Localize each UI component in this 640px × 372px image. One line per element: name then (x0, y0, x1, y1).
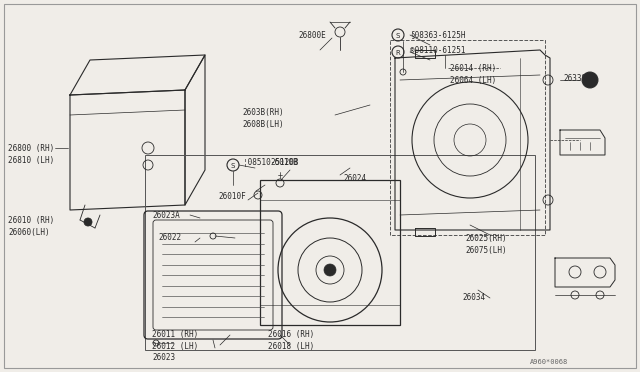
Text: 26016 (RH): 26016 (RH) (268, 330, 314, 339)
Bar (390, 40, 545, 235)
Text: 26024: 26024 (343, 173, 366, 183)
Text: 26012 (LH): 26012 (LH) (152, 341, 198, 350)
Text: 26339: 26339 (563, 74, 586, 83)
Text: 2603B(RH): 2603B(RH) (242, 108, 284, 116)
Circle shape (84, 218, 92, 226)
Text: §08363-6125H: §08363-6125H (410, 31, 465, 39)
Text: 26800 (RH): 26800 (RH) (8, 144, 54, 153)
Text: ®08110-61251: ®08110-61251 (410, 45, 465, 55)
Text: 26023A: 26023A (152, 211, 180, 219)
Circle shape (324, 264, 336, 276)
Text: 26034: 26034 (462, 294, 485, 302)
Text: 26022: 26022 (158, 232, 181, 241)
Text: 26010 (RH): 26010 (RH) (8, 215, 54, 224)
Text: 26014 (RH): 26014 (RH) (450, 64, 496, 73)
Text: 26075(LH): 26075(LH) (465, 246, 507, 254)
Text: A960*0068: A960*0068 (530, 359, 568, 365)
Text: R: R (396, 49, 401, 55)
Text: 26023: 26023 (152, 353, 175, 362)
Text: 26010B: 26010B (270, 157, 298, 167)
Bar (260, 180, 400, 325)
Text: 2608B(LH): 2608B(LH) (242, 119, 284, 128)
Text: 26018 (LH): 26018 (LH) (268, 341, 314, 350)
Text: 26011 (RH): 26011 (RH) (152, 330, 198, 339)
Text: 26064 (LH): 26064 (LH) (450, 76, 496, 84)
Text: S: S (396, 32, 400, 38)
Text: 26010F: 26010F (218, 192, 246, 201)
Text: S: S (231, 163, 235, 169)
Text: 26060(LH): 26060(LH) (8, 228, 50, 237)
Text: 26800E: 26800E (298, 31, 326, 39)
Circle shape (582, 72, 598, 88)
Bar (145, 155, 535, 350)
Text: 26025(RH): 26025(RH) (465, 234, 507, 243)
Text: 26810 (LH): 26810 (LH) (8, 155, 54, 164)
Text: ¦08510-51208: ¦08510-51208 (243, 157, 298, 167)
